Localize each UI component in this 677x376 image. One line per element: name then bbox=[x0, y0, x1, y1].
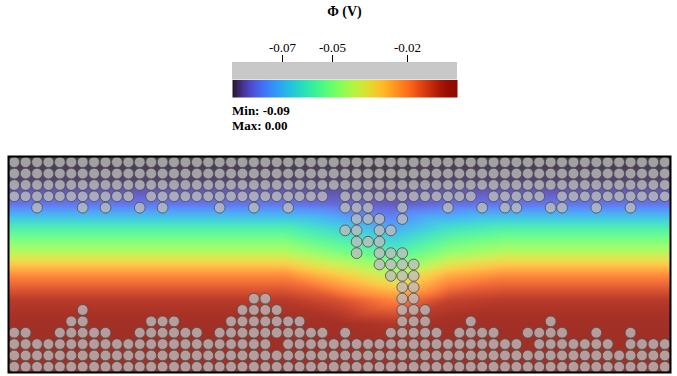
html-text:Min: -0.09: Min: -0.09 bbox=[232, 103, 290, 118]
svg-text:-0.02: -0.02 bbox=[394, 40, 421, 55]
svg-text:-0.05: -0.05 bbox=[319, 40, 346, 55]
svg-text:-0.07: -0.07 bbox=[269, 40, 297, 55]
html-text:Max: 0.00: Max: 0.00 bbox=[232, 118, 288, 133]
html-text:Φ (V): Φ (V) bbox=[327, 4, 362, 19]
